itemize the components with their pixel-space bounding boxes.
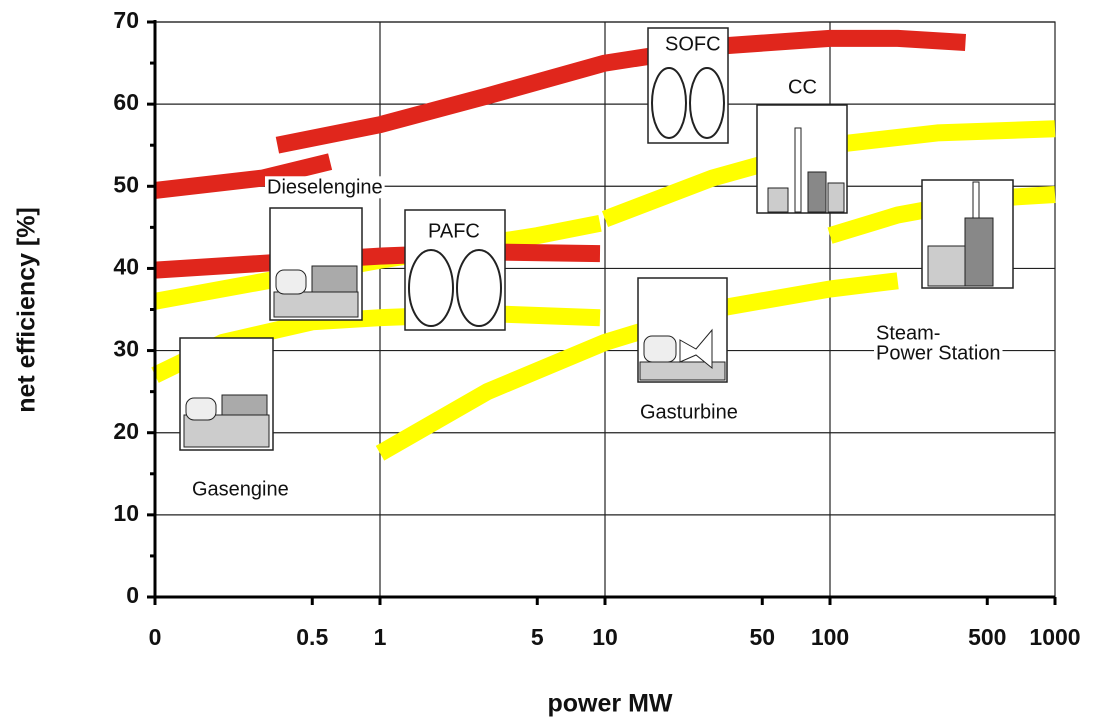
y-tick-label: 10 [113, 500, 139, 526]
annotation-bg [190, 478, 291, 501]
annotation-bg [874, 342, 1003, 365]
x-tick-label: 10 [592, 624, 618, 650]
icon-base [273, 291, 359, 318]
icon-part [643, 335, 677, 363]
y-axis-label: net efficiency [%] [13, 207, 41, 413]
efficiency-band [154, 243, 601, 279]
icon-cell [651, 67, 687, 139]
axes: 0 10 20 30 40 50 60 70 0 0.5 1 5 10 50 100 500 1000 [113, 7, 1080, 650]
annotations: Gasengine Dieselengine PAFC SOFC CC Gasturbin… [190, 33, 1003, 501]
x-tick-label: 0 [149, 624, 162, 650]
icon-cell [689, 67, 725, 139]
annotation: Power Station [876, 342, 1001, 364]
icon-cell [456, 249, 502, 327]
x-tick-label: 1 [374, 624, 387, 650]
icon-part [275, 269, 307, 295]
icon-part [311, 265, 358, 293]
icon-part [964, 217, 994, 287]
annotation: PAFC [428, 220, 480, 242]
icon-part [185, 397, 217, 421]
icon-part [794, 127, 802, 213]
x-tick-label: 5 [531, 624, 544, 650]
icon-cell [408, 249, 454, 327]
annotation: Steam- [876, 322, 940, 344]
y-tick-label: 40 [113, 254, 139, 280]
y-tick-label: 50 [113, 171, 139, 197]
y-tick-label: 20 [113, 418, 139, 444]
efficiency-band [275, 29, 967, 154]
x-tick-label: 0.5 [296, 624, 328, 650]
y-tick-label: 70 [113, 7, 139, 33]
y-tick-label: 0 [126, 582, 139, 608]
icon-base [639, 361, 726, 381]
annotation-bg [638, 401, 740, 424]
annotation-bg [663, 33, 723, 56]
annotation-bg [426, 220, 482, 243]
y-tick-label: 30 [113, 336, 139, 362]
efficiency-band [154, 153, 333, 199]
annotation-bg [265, 176, 385, 199]
annotation-bg [874, 322, 943, 345]
icon-part [767, 187, 789, 213]
annotation-bg [786, 76, 819, 99]
x-tick-label: 500 [968, 624, 1006, 650]
icon-part [807, 171, 827, 213]
icons [179, 27, 1014, 451]
annotation: SOFC [665, 33, 721, 55]
annotation: Gasturbine [640, 401, 738, 423]
icon-part [221, 394, 268, 416]
x-tick-label: 1000 [1029, 624, 1080, 650]
annotation: Dieselengine [267, 176, 383, 198]
icon-part [972, 181, 980, 219]
x-axis-label: power MW [548, 690, 673, 718]
annotation: Gasengine [192, 478, 289, 500]
annotation: CC [788, 76, 817, 98]
x-tick-label: 100 [811, 624, 849, 650]
icon-part [679, 328, 713, 370]
y-tick-label: 60 [113, 89, 139, 115]
icon-part [827, 182, 845, 213]
x-tick-label: 50 [749, 624, 775, 650]
